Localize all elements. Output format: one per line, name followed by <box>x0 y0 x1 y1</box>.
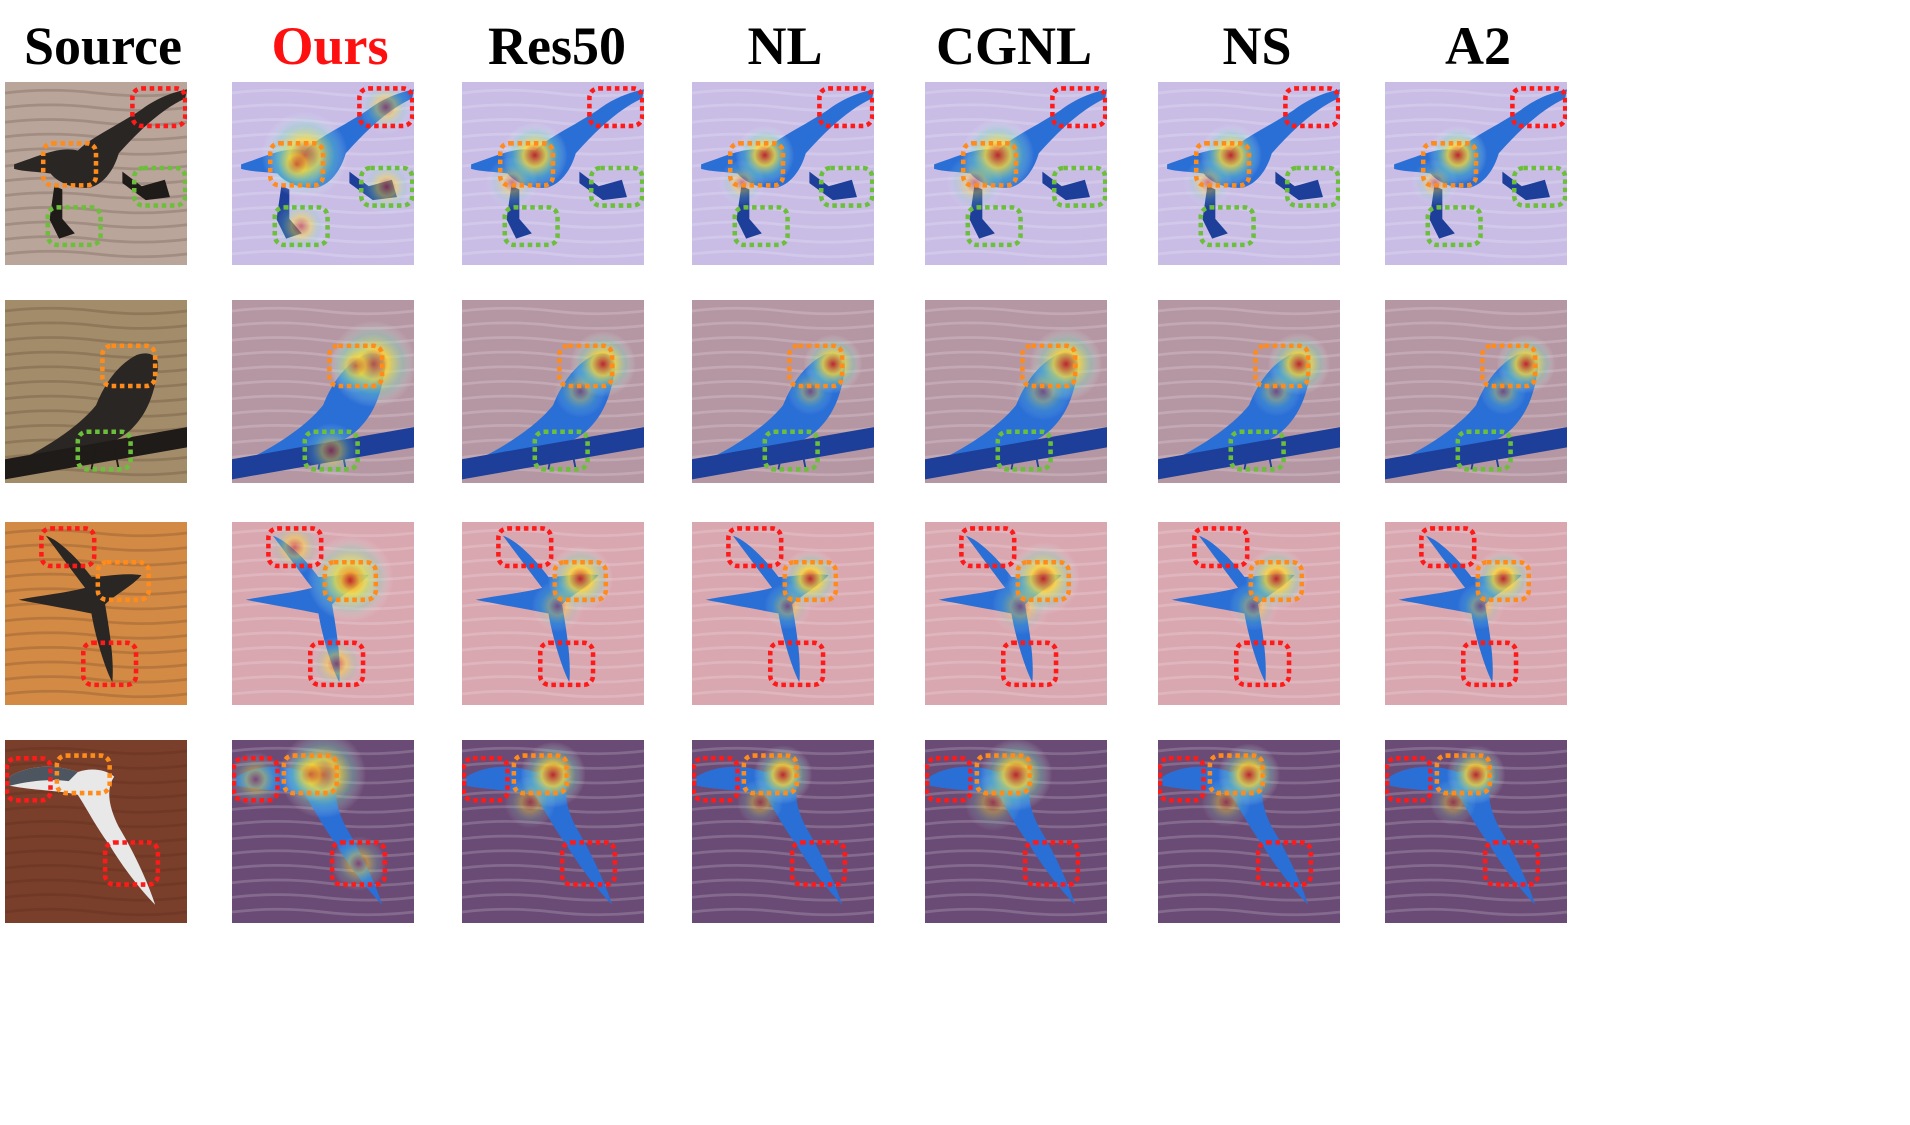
image-ns-row-2 <box>1158 300 1340 483</box>
image-cgnl-row-3 <box>925 522 1107 705</box>
image-cgnl-row-4 <box>925 740 1107 923</box>
column-header-nl: NL <box>747 16 823 76</box>
image-source-row-3 <box>5 522 187 705</box>
image-nl-row-2 <box>692 300 874 483</box>
image-res50-row-3 <box>462 522 644 705</box>
image-nl-row-4 <box>692 740 874 923</box>
image-ours-row-3 <box>232 522 414 705</box>
image-a2-row-4 <box>1385 740 1567 923</box>
image-ours-row-2 <box>232 300 414 483</box>
column-header-ns: NS <box>1222 16 1292 76</box>
column-header-res50: Res50 <box>488 16 626 76</box>
image-cgnl-row-1 <box>925 82 1107 265</box>
image-a2-row-1 <box>1385 82 1567 265</box>
image-ns-row-4 <box>1158 740 1340 923</box>
image-a2-row-2 <box>1385 300 1567 483</box>
image-ns-row-3 <box>1158 522 1340 705</box>
column-header-a2: A2 <box>1445 16 1511 76</box>
image-ours-row-1 <box>232 82 414 265</box>
image-res50-row-2 <box>462 300 644 483</box>
image-nl-row-3 <box>692 522 874 705</box>
image-source-row-2 <box>5 300 187 483</box>
column-header-ours: Ours <box>271 16 389 76</box>
image-nl-row-1 <box>692 82 874 265</box>
image-source-row-1 <box>5 82 187 265</box>
image-source-row-4 <box>5 740 187 923</box>
bird-silhouette <box>14 89 187 188</box>
image-res50-row-1 <box>462 82 644 265</box>
image-res50-row-4 <box>462 740 644 923</box>
image-ns-row-1 <box>1158 82 1340 265</box>
image-a2-row-3 <box>1385 522 1567 705</box>
image-ours-row-4 <box>232 740 414 923</box>
column-header-cgnl: CGNL <box>935 16 1092 76</box>
bird-silhouette <box>18 535 142 683</box>
bird-silhouette <box>9 353 159 470</box>
image-cgnl-row-2 <box>925 300 1107 483</box>
column-header-source: Source <box>24 16 182 76</box>
